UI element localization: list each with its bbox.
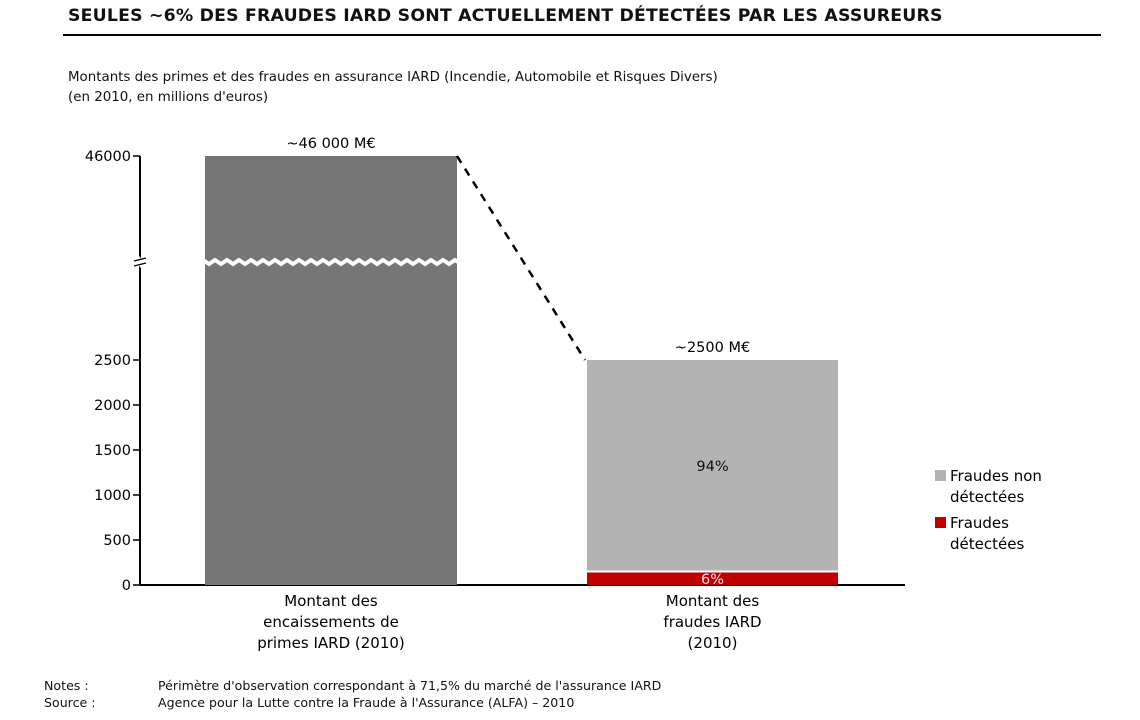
source-text: Agence pour la Lutte contre la Fraude à … [158, 695, 575, 710]
notes-text: Périmètre d'observation correspondant à … [158, 678, 662, 693]
bar-break-wave [195, 257, 475, 267]
bar-segment [587, 571, 838, 585]
title-underline [63, 34, 1101, 36]
legend-swatch [935, 517, 946, 528]
legend-label: détectées [950, 535, 1024, 553]
axis-break-gap [134, 256, 146, 268]
y-tick-label: 1500 [94, 443, 131, 459]
axis-break-mark [133, 262, 147, 267]
source-label: Source : [44, 695, 96, 710]
x-category-label: Montant des [284, 592, 378, 610]
y-tick-label: 46000 [85, 149, 131, 165]
connector-dashed-line [455, 155, 587, 361]
y-tick-label: 1000 [94, 488, 131, 504]
legend-label: détectées [950, 488, 1024, 506]
chart-subtitle: Montants des primes et des fraudes en as… [68, 70, 718, 85]
x-category-label: (2010) [688, 634, 738, 652]
bar-segment [205, 156, 457, 585]
legend-label: Fraudes non [950, 467, 1042, 485]
bar-segment [587, 360, 838, 572]
y-tick-label: 2000 [94, 398, 131, 414]
axis-break-mark [133, 257, 147, 262]
x-category-label: Montant des [666, 592, 760, 610]
legend-label: Fraudes [950, 514, 1009, 532]
chart-subtitle-units: (en 2010, en millions d'euros) [68, 90, 269, 105]
segment-label: 94% [696, 459, 728, 475]
notes-label: Notes : [44, 678, 89, 693]
y-tick-label: 500 [103, 533, 131, 549]
y-tick-label: 2500 [94, 353, 131, 369]
y-tick-label: 0 [122, 578, 131, 594]
legend-swatch [935, 470, 946, 481]
x-category-label: encaissements de [263, 613, 399, 631]
segment-label: 6% [701, 572, 724, 588]
x-category-label: primes IARD (2010) [257, 634, 405, 652]
x-category-label: fraudes IARD [663, 613, 761, 631]
chart-title: SEULES ~6% DES FRAUDES IARD SONT ACTUELL… [68, 6, 943, 26]
bar-total-label: ~46 000 M€ [286, 136, 375, 152]
bar-total-label: ~2500 M€ [675, 340, 750, 356]
